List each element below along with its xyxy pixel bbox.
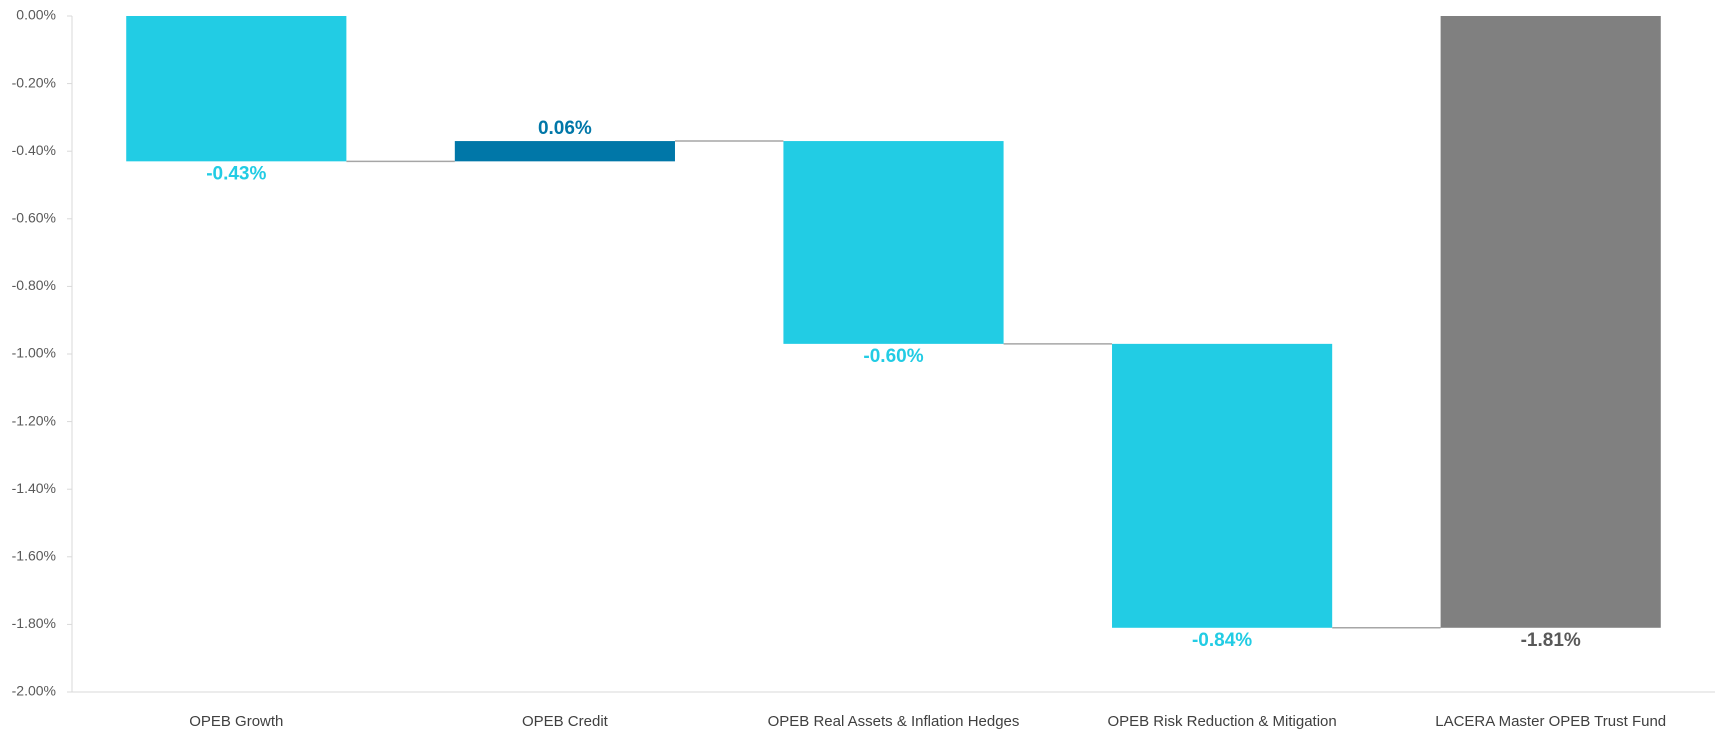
bar xyxy=(126,16,347,162)
x-tick-label: OPEB Real Assets & Inflation Hedges xyxy=(768,713,1020,729)
bar xyxy=(783,141,1004,344)
y-tick-label: -1.20% xyxy=(12,412,56,428)
bar xyxy=(454,141,675,162)
y-tick-label: -1.80% xyxy=(12,615,56,631)
value-label: -1.81% xyxy=(1521,630,1581,651)
x-tick-label: LACERA Master OPEB Trust Fund xyxy=(1435,713,1666,729)
value-label: 0.06% xyxy=(538,118,592,139)
bar xyxy=(1440,16,1661,628)
value-label: -0.84% xyxy=(1192,630,1252,651)
y-tick-label: -0.40% xyxy=(12,142,56,158)
y-tick-label: -0.60% xyxy=(12,210,56,226)
y-tick-label: 0.00% xyxy=(16,7,56,23)
y-tick-label: -2.00% xyxy=(12,683,56,699)
value-label: -0.60% xyxy=(863,346,923,367)
y-tick-label: -0.80% xyxy=(12,277,56,293)
x-tick-label: OPEB Risk Reduction & Mitigation xyxy=(1107,713,1336,729)
y-tick-label: -0.20% xyxy=(12,74,56,90)
x-tick-label: OPEB Credit xyxy=(522,713,609,729)
bar xyxy=(1112,343,1333,628)
y-tick-label: -1.60% xyxy=(12,548,56,564)
y-tick-label: -1.00% xyxy=(12,345,56,361)
y-tick-label: -1.40% xyxy=(12,480,56,496)
x-tick-label: OPEB Growth xyxy=(189,713,283,729)
value-label: -0.43% xyxy=(206,163,266,184)
